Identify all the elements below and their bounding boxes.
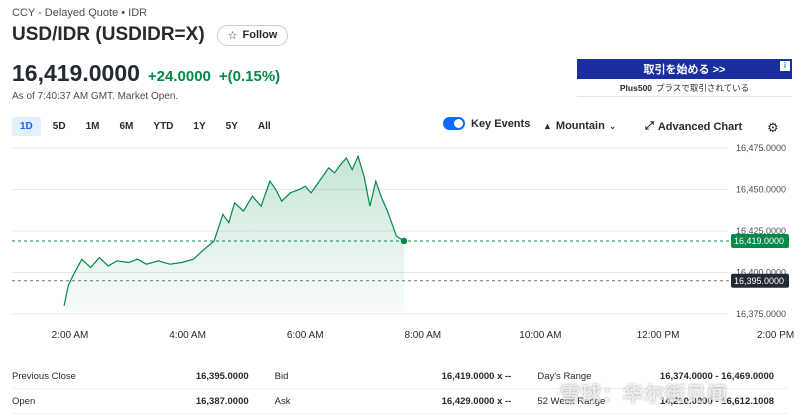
previous-close-tag-label: 16,395.0000 [734,276,784,286]
x-tick-label: 2:00 PM [757,330,794,341]
ad-banner[interactable]: 取引を始める >> i [577,59,792,79]
price-change: +24.0000 [147,68,211,85]
stat-bid: Bid 16,419.0000 x -- [275,371,526,382]
current-price-tag-label: 16,419.0000 [734,236,784,246]
range-tab-1y[interactable]: 1Y [193,121,206,132]
y-tick-label: 16,425.0000 [736,226,786,236]
stat-days-range: Day's Range 16,374.0000 - 16,469.0000 [537,371,788,382]
expand-icon: ⤢ [645,120,654,132]
stat-value: 16,374.0000 - 16,469.0000 [659,370,775,382]
ad-brand: Plus500 [619,82,653,93]
chevron-down-icon: ⌄ [608,120,617,131]
stat-value: 16,395.0000 [195,370,249,382]
stat-value: 14,210.0000 - 16,612.1008 [659,395,775,407]
last-price-dot [400,237,408,245]
stats-row: Open 16,387.0000 Ask 16,429.0000 x -- 52… [12,389,788,414]
quote-stats: Previous Close 16,395.0000 Bid 16,419.00… [12,364,788,414]
current-price-tag [731,233,789,248]
stat-label: Bid [274,370,289,382]
ad-banner-text: 取引を始める >> [643,64,726,76]
quote-meta: CCY - Delayed Quote • IDR [12,7,148,19]
mountain-icon: ▲ [543,121,552,131]
x-tick-label: 10:00 AM [519,330,561,341]
watermark: 雪球：华尔街见闻 [560,384,728,406]
y-tick-label: 16,475.0000 [736,143,786,153]
price-chart[interactable]: 16,475.0000 16,450.0000 16,425.0000 16,400.… [0,138,800,348]
stat-open: Open 16,387.0000 [12,396,263,407]
ad-block[interactable]: 取引を始める >> i Plus500 プラスで取引されている [577,59,792,97]
stat-label: Day's Range [537,370,592,382]
title-row: USD/IDR (USDIDR=X) ☆ Follow [12,24,289,46]
stat-value: 16,387.0000 [195,395,249,407]
chart-type-label: Mountain [555,120,605,132]
follow-label: Follow [242,29,278,41]
gear-icon: ⚙ [767,120,779,135]
y-tick-label: 16,450.0000 [736,185,786,195]
x-tick-label: 2:00 AM [52,330,89,341]
ad-subline: Plus500 プラスで取引されている [577,79,792,97]
price-row: 16,419.0000 +24.0000 +(0.15%) [12,60,280,87]
stat-value: 16,429.0000 x -- [441,395,512,407]
range-tab-5d[interactable]: 5D [52,121,66,132]
range-tab-1d[interactable]: 1D [12,117,41,136]
as-of-timestamp: As of 7:40:37 AM GMT. Market Open. [12,91,179,102]
range-tab-5y[interactable]: 5Y [225,121,238,132]
current-price: 16,419.0000 [12,60,140,86]
x-axis: 2:00 AM 4:00 AM 6:00 AM 8:00 AM 10:00 AM 12:0… [52,330,795,341]
range-tabs: 1D 5D 1M 6M YTD 1Y 5Y All [12,117,279,136]
page-title: USD/IDR (USDIDR=X) [12,24,205,45]
ad-choices-icon[interactable]: i [780,61,790,71]
y-axis: 16,475.0000 16,450.0000 16,425.0000 16,400.… [736,143,786,319]
y-tick-label: 16,375.0000 [736,309,786,319]
range-tab-all[interactable]: All [257,121,271,132]
x-tick-label: 6:00 AM [287,330,324,341]
price-area [64,156,404,314]
advanced-chart-button[interactable]: ⤢ Advanced Chart [645,120,742,133]
chart-type-dropdown[interactable]: ▲ Mountain ⌄ [543,120,616,132]
range-tab-ytd[interactable]: YTD [153,121,174,132]
previous-close-tag [731,273,789,288]
x-tick-label: 8:00 AM [404,330,441,341]
stat-label: 52 Week Range [537,395,606,407]
range-tab-1m[interactable]: 1M [85,121,100,132]
ad-sub-text: プラスで取引されている [656,82,750,93]
x-tick-label: 12:00 PM [637,330,680,341]
stat-ask: Ask 16,429.0000 x -- [275,396,526,407]
y-tick-label: 16,400.0000 [736,268,786,278]
star-icon: ☆ [227,29,238,42]
price-change-percent: +(0.15%) [218,68,281,85]
x-tick-label: 4:00 AM [169,330,206,341]
range-tab-6m[interactable]: 6M [119,121,134,132]
advanced-chart-label: Advanced Chart [657,120,743,133]
stats-row: Previous Close 16,395.0000 Bid 16,419.00… [12,364,788,389]
stat-52-week-range: 52 Week Range 14,210.0000 - 16,612.1008 [537,396,788,407]
stat-previous-close: Previous Close 16,395.0000 [12,371,263,382]
key-events-toggle[interactable] [443,117,465,130]
stat-label: Open [12,395,36,407]
stat-value: 16,419.0000 x -- [441,370,512,382]
stat-label: Ask [274,395,291,407]
follow-button[interactable]: ☆ Follow [216,24,289,46]
settings-button[interactable]: ⚙ [767,120,779,136]
price-line [63,154,405,306]
key-events-label: Key Events [471,117,531,130]
stat-label: Previous Close [12,370,76,382]
key-events-toggle-group[interactable]: Key Events [443,117,530,130]
